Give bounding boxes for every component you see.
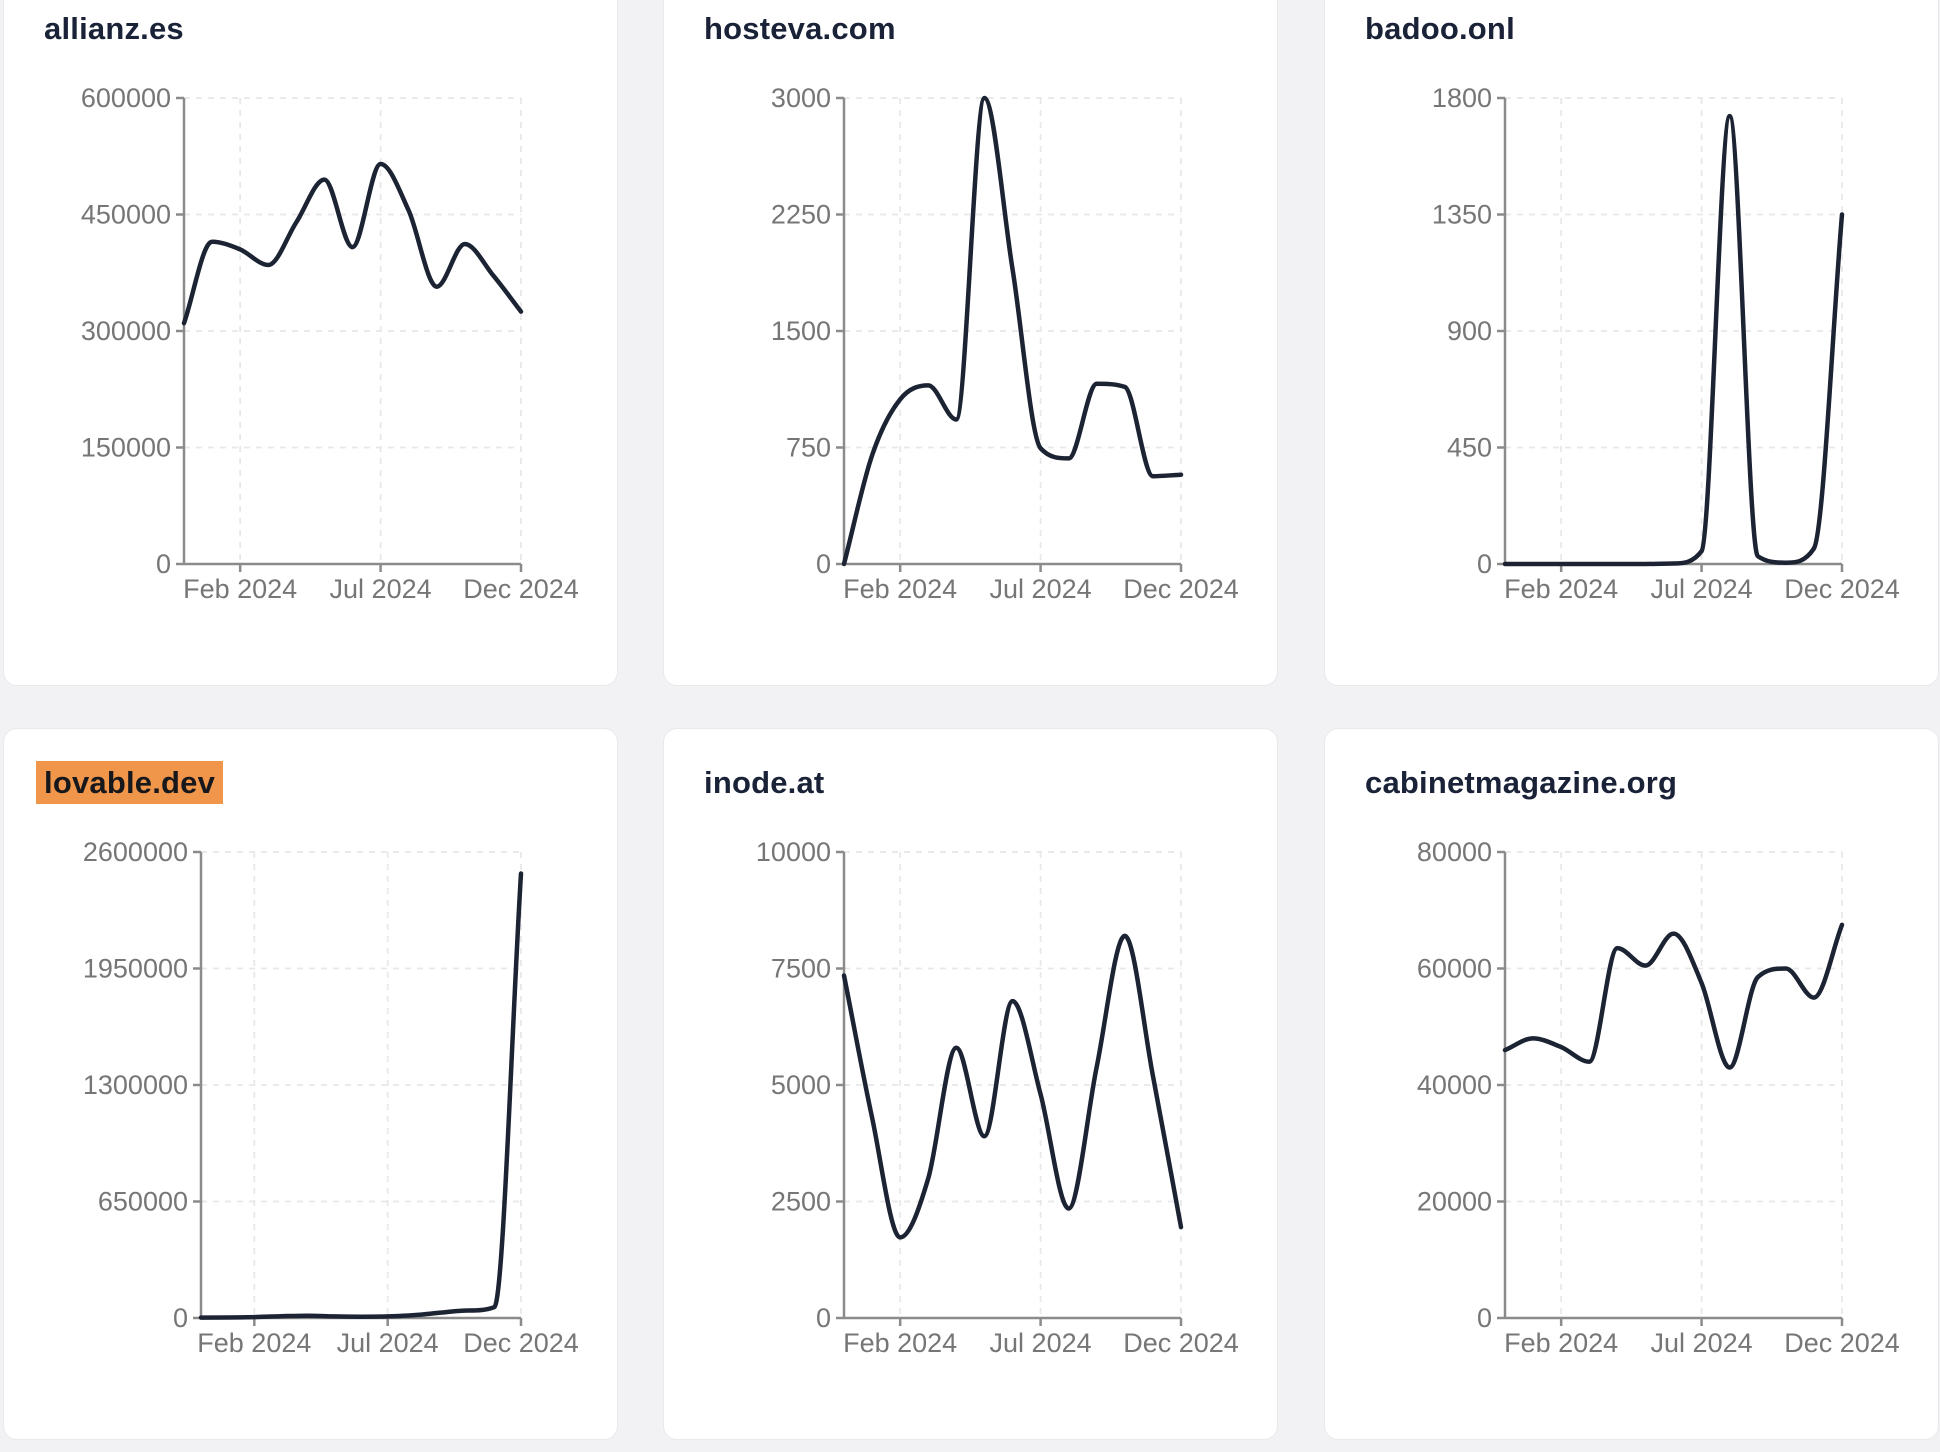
svg-text:1950000: 1950000 — [83, 954, 188, 984]
svg-text:600000: 600000 — [81, 83, 171, 113]
svg-text:7500: 7500 — [771, 954, 831, 984]
domain-label: cabinetmagazine.org — [1365, 765, 1678, 800]
chart-title: badoo.onl — [1365, 11, 1515, 47]
chart-card-hosteva: hosteva.com 0 750 1500 2250 3000 Feb 2024 Jul … — [663, 0, 1278, 686]
line-chart: 0 2500 5000 7500 10000 Feb 2024 Jul 2024 Dec 20… — [756, 837, 1239, 1358]
domain-label: inode.at — [704, 765, 825, 800]
chart-title: hosteva.com — [704, 11, 896, 47]
svg-text:Dec 2024: Dec 2024 — [1784, 574, 1900, 604]
line-chart: 0 650000 1300000 1950000 2600000 Feb 2024 Jul … — [83, 837, 579, 1358]
chart-card-allianz: allianz.es 0 150000 300000 450000 600000 Feb … — [3, 0, 618, 686]
svg-text:Feb 2024: Feb 2024 — [197, 1328, 311, 1358]
svg-text:1800: 1800 — [1432, 83, 1492, 113]
traffic-line — [1502, 113, 1845, 567]
svg-text:0: 0 — [156, 549, 171, 579]
domain-label: badoo.onl — [1365, 11, 1515, 46]
svg-text:Jul 2024: Jul 2024 — [330, 574, 432, 604]
svg-text:Jul 2024: Jul 2024 — [990, 1328, 1092, 1358]
svg-text:Dec 2024: Dec 2024 — [463, 1328, 579, 1358]
svg-text:80000: 80000 — [1417, 837, 1492, 867]
svg-text:Feb 2024: Feb 2024 — [183, 574, 297, 604]
traffic-line — [1502, 922, 1845, 1070]
svg-text:2250: 2250 — [771, 200, 831, 230]
chart-card-cabinetmagazine: cabinetmagazine.org 0 20000 40000 60000 8000… — [1324, 728, 1939, 1440]
traffic-line — [841, 95, 1184, 567]
svg-text:Dec 2024: Dec 2024 — [1784, 1328, 1900, 1358]
chart-card-inode: inode.at 0 2500 5000 7500 10000 Feb 2024 Jul 2… — [663, 728, 1278, 1440]
svg-text:Dec 2024: Dec 2024 — [463, 574, 579, 604]
svg-text:10000: 10000 — [756, 837, 831, 867]
svg-text:0: 0 — [816, 549, 831, 579]
svg-text:Feb 2024: Feb 2024 — [843, 1328, 957, 1358]
svg-text:0: 0 — [1477, 549, 1492, 579]
traffic-line — [841, 933, 1184, 1240]
svg-text:Dec 2024: Dec 2024 — [1123, 574, 1239, 604]
chart-title: lovable.dev — [36, 761, 224, 804]
svg-text:750: 750 — [786, 433, 831, 463]
svg-text:60000: 60000 — [1417, 954, 1492, 984]
svg-text:20000: 20000 — [1417, 1187, 1492, 1217]
svg-text:Feb 2024: Feb 2024 — [1504, 574, 1618, 604]
chart-title: inode.at — [704, 765, 824, 801]
svg-text:1300000: 1300000 — [83, 1070, 188, 1100]
svg-text:Jul 2024: Jul 2024 — [337, 1328, 439, 1358]
svg-text:900: 900 — [1447, 316, 1492, 346]
traffic-line — [198, 871, 524, 1320]
svg-text:150000: 150000 — [81, 433, 171, 463]
svg-text:Jul 2024: Jul 2024 — [1651, 1328, 1753, 1358]
svg-text:0: 0 — [816, 1303, 831, 1333]
line-chart: 0 150000 300000 450000 600000 Feb 2024 Jul 202… — [81, 83, 579, 604]
svg-text:3000: 3000 — [771, 83, 831, 113]
svg-text:Feb 2024: Feb 2024 — [1504, 1328, 1618, 1358]
chart-card-lovable: lovable.dev 0 650000 1300000 1950000 2600000… — [3, 728, 618, 1440]
svg-text:1500: 1500 — [771, 316, 831, 346]
svg-text:Feb 2024: Feb 2024 — [843, 574, 957, 604]
line-chart: 0 20000 40000 60000 80000 Feb 2024 Jul 2024 Dec… — [1417, 837, 1900, 1358]
svg-text:450: 450 — [1447, 433, 1492, 463]
svg-text:1350: 1350 — [1432, 200, 1492, 230]
traffic-line — [181, 161, 524, 326]
line-chart: 0 450 900 1350 1800 Feb 2024 Jul 2024 Dec 2024 — [1432, 83, 1900, 604]
svg-text:5000: 5000 — [771, 1070, 831, 1100]
svg-text:Jul 2024: Jul 2024 — [990, 574, 1092, 604]
domain-label: hosteva.com — [704, 11, 896, 46]
chart-title: cabinetmagazine.org — [1365, 765, 1677, 801]
domain-label: allianz.es — [44, 11, 184, 46]
domain-label-highlighted: lovable.dev — [36, 761, 224, 804]
svg-text:0: 0 — [173, 1303, 188, 1333]
chart-card-badoo: badoo.onl 0 450 900 1350 1800 Feb 2024 Jul 202… — [1324, 0, 1939, 686]
svg-text:300000: 300000 — [81, 316, 171, 346]
svg-text:450000: 450000 — [81, 200, 171, 230]
svg-text:2600000: 2600000 — [83, 837, 188, 867]
svg-text:40000: 40000 — [1417, 1070, 1492, 1100]
svg-text:650000: 650000 — [98, 1187, 188, 1217]
svg-text:2500: 2500 — [771, 1187, 831, 1217]
svg-text:0: 0 — [1477, 1303, 1492, 1333]
svg-text:Dec 2024: Dec 2024 — [1123, 1328, 1239, 1358]
chart-title: allianz.es — [44, 11, 184, 47]
line-chart: 0 750 1500 2250 3000 Feb 2024 Jul 2024 Dec 2024 — [771, 83, 1239, 604]
svg-text:Jul 2024: Jul 2024 — [1651, 574, 1753, 604]
